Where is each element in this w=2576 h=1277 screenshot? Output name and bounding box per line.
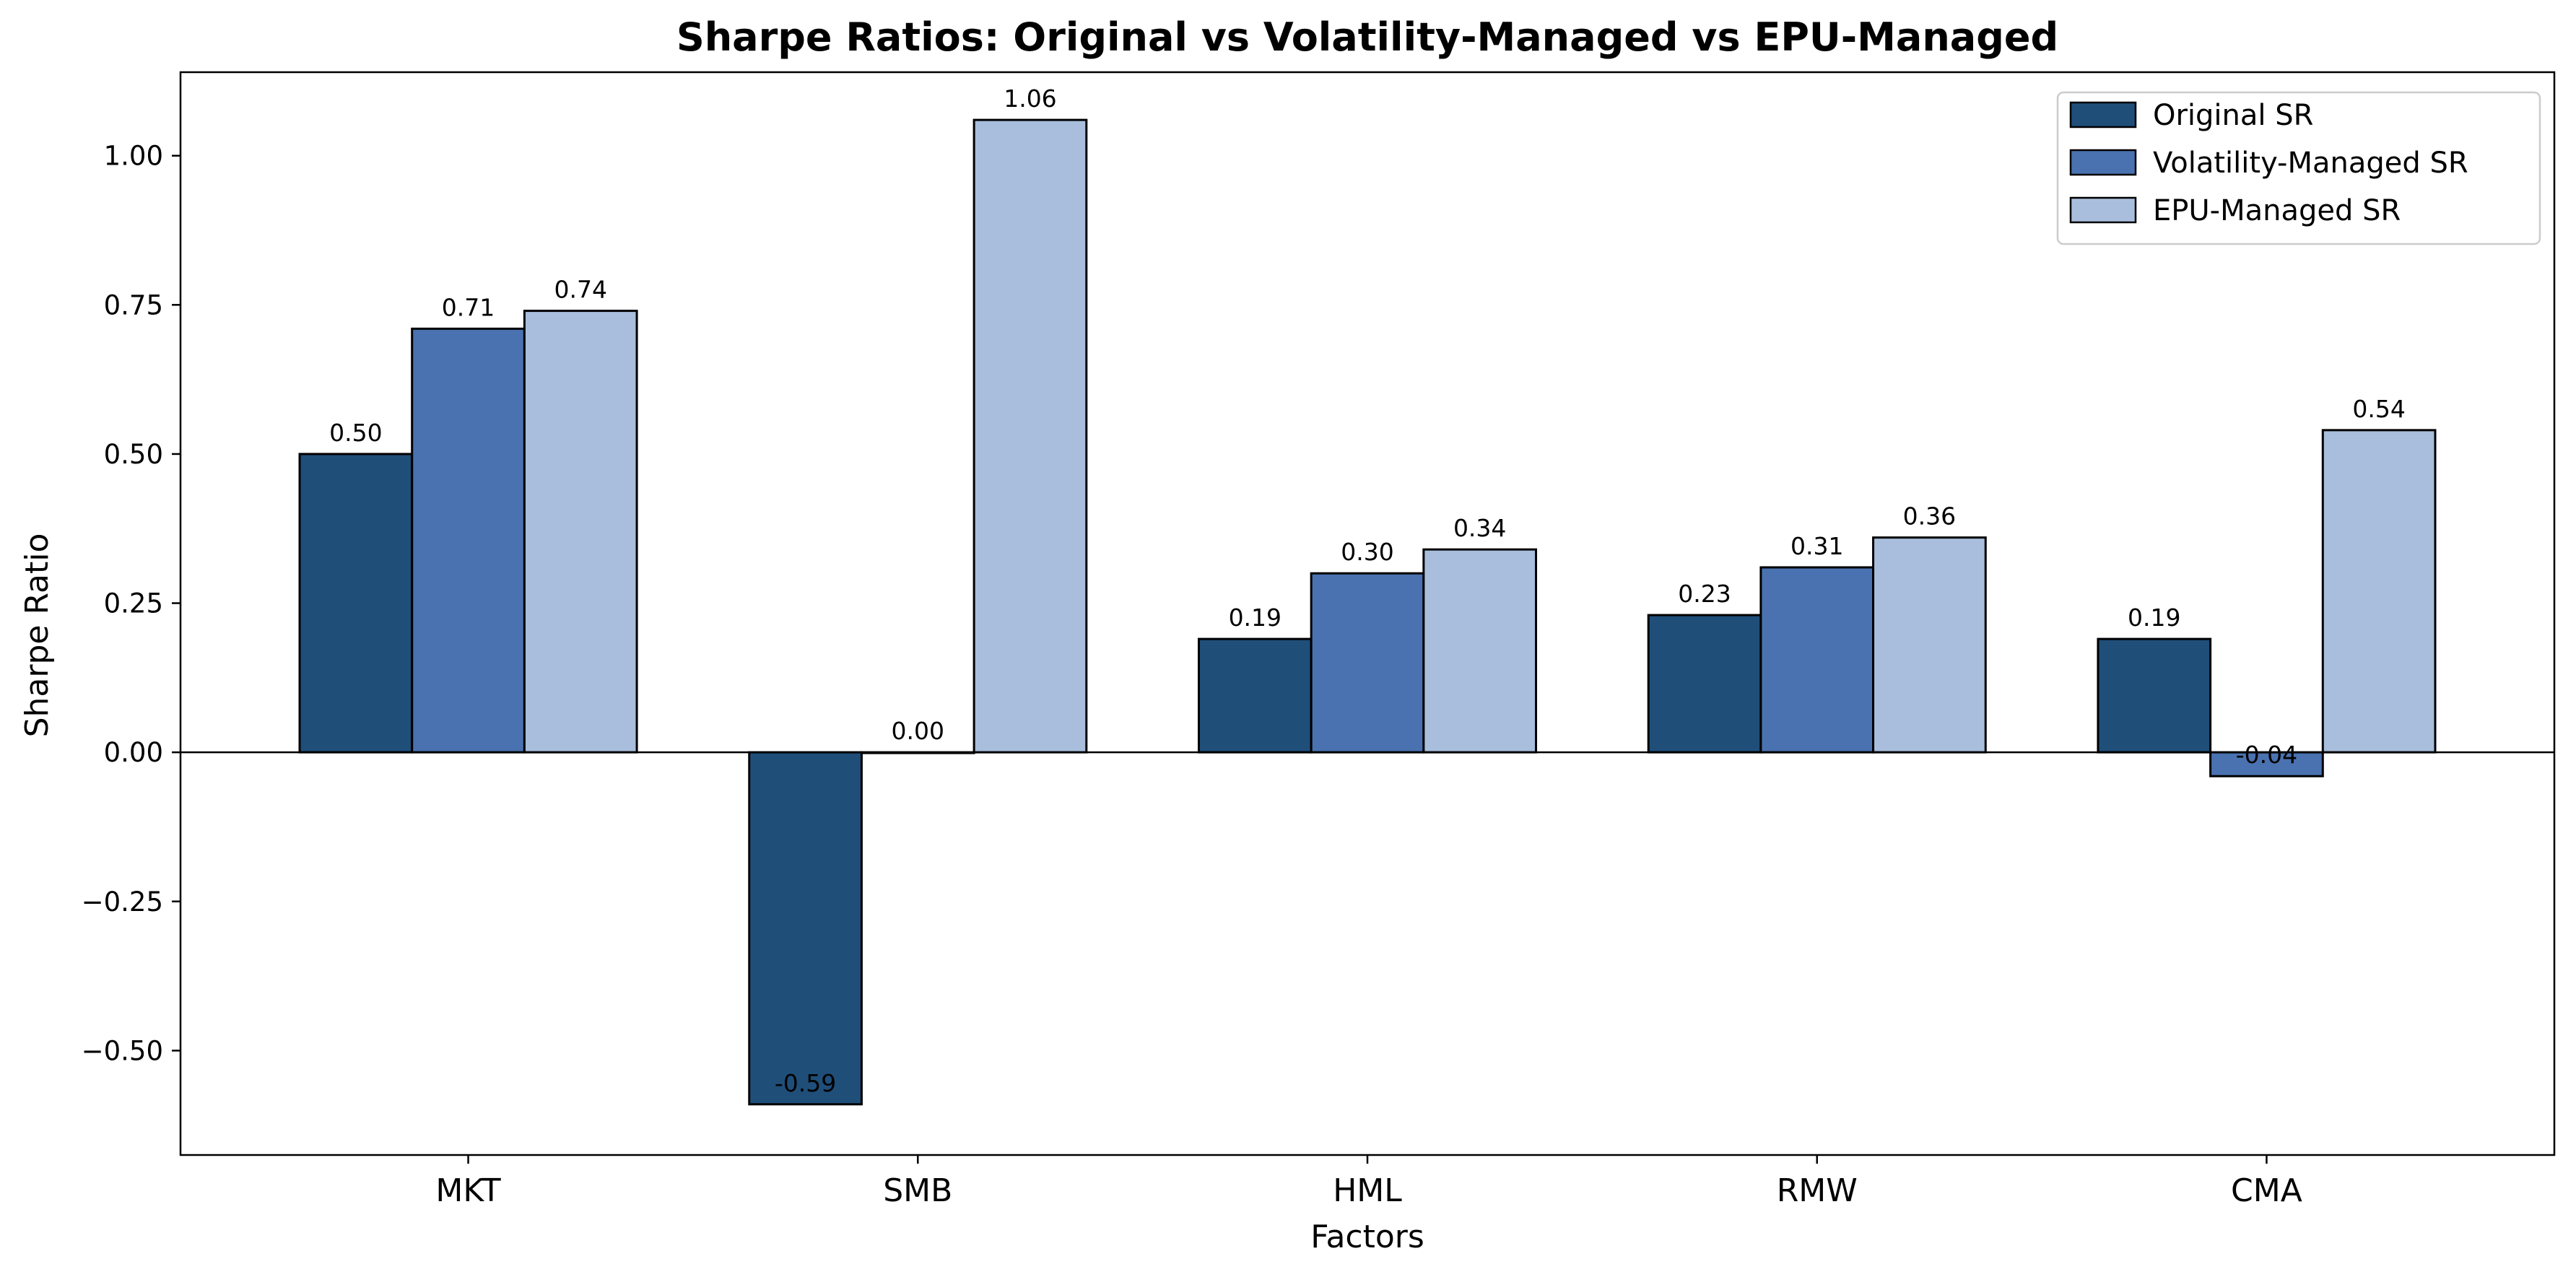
legend-entry: Original SR — [2153, 99, 2313, 132]
bar-cma-2 — [2321, 429, 2437, 754]
bar-hml-2 — [1422, 548, 1538, 754]
y-tick-label: −0.50 — [82, 1035, 163, 1066]
bar-cma-0 — [2097, 637, 2212, 754]
data-label: 0.71 — [442, 293, 495, 321]
x-axis-label: Factors — [1310, 1219, 1424, 1255]
data-label: 0.74 — [554, 276, 606, 304]
data-label: -0.59 — [775, 1069, 836, 1097]
x-tick-label: HML — [1333, 1172, 1402, 1209]
legend: Original SR Volatility-Managed SR EPU-Mana… — [2056, 91, 2541, 245]
legend-entry: Volatility-Managed SR — [2153, 147, 2468, 180]
y-tick-label: 0.50 — [104, 439, 163, 470]
bar-rmw-2 — [1872, 536, 1987, 754]
data-label: 0.31 — [1790, 532, 1843, 560]
chart-title: Sharpe Ratios: Original vs Volatility-Ma… — [676, 14, 2058, 60]
y-axis-label: Sharpe Ratio — [19, 533, 56, 738]
bar-mkt-1 — [411, 327, 526, 754]
data-label: 0.19 — [2128, 603, 2180, 632]
data-label: 0.00 — [892, 717, 944, 745]
legend-swatch — [2069, 101, 2137, 128]
bar-smb-2 — [972, 118, 1088, 754]
bar-rmw-1 — [1759, 566, 1875, 754]
x-tick-label: CMA — [2231, 1172, 2302, 1209]
x-tick-label: SMB — [883, 1172, 952, 1209]
data-label: 0.36 — [1903, 502, 1956, 531]
x-tick-label: MKT — [435, 1172, 500, 1209]
bar-hml-1 — [1310, 572, 1425, 754]
x-tick-label: RMW — [1777, 1172, 1858, 1209]
bar-mkt-2 — [523, 310, 638, 754]
y-tick-label: 1.00 — [104, 141, 163, 172]
data-label: 0.23 — [1678, 580, 1731, 608]
data-label: 1.06 — [1004, 84, 1056, 113]
y-tick-label: 0.25 — [104, 588, 163, 619]
data-label: 0.50 — [329, 419, 382, 447]
data-label: 0.30 — [1341, 538, 1393, 566]
legend-swatch — [2069, 149, 2137, 176]
bar-mkt-0 — [298, 453, 414, 754]
plot-area: 0.50 -0.59 0.19 0.23 0.19 0.71 0.00 0.30 0.31 -0.… — [82, 71, 2556, 1209]
legend-frame — [2056, 91, 2541, 245]
bar-hml-0 — [1197, 637, 1313, 754]
bar-cma-1 — [2209, 751, 2324, 777]
data-label: -0.04 — [2236, 741, 2297, 769]
y-tick-label: 0.75 — [104, 289, 163, 321]
bar-smb-0 — [748, 751, 863, 1106]
y-tick-label: 0.00 — [104, 737, 163, 768]
data-label: 0.54 — [2352, 395, 2405, 423]
data-label: 0.34 — [1453, 514, 1506, 542]
legend-entry: EPU-Managed SR — [2153, 194, 2401, 227]
bar-rmw-0 — [1647, 614, 1762, 754]
y-tick-label: −0.25 — [82, 886, 163, 918]
data-label: 0.19 — [1229, 603, 1282, 632]
legend-swatch — [2069, 196, 2137, 224]
